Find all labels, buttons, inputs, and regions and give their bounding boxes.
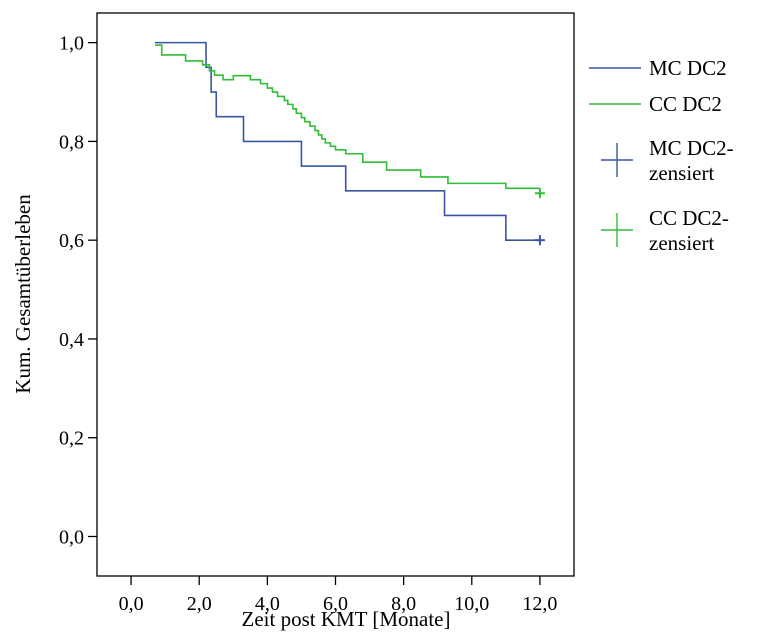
y-tick-label: 0,4 <box>59 329 84 351</box>
x-tick-label: 2,0 <box>187 593 212 615</box>
y-tick-label: 0,0 <box>59 526 84 548</box>
legend-item: CC DC2-zensiert <box>601 206 729 255</box>
y-tick-label: 0,8 <box>59 131 84 153</box>
censor-mark <box>534 235 545 246</box>
survival-curve-mc-dc2 <box>154 41 540 241</box>
censor-mark <box>534 188 545 199</box>
legend: MC DC2 CC DC2 MC DC2-zensiert CC DC2-zensie… <box>589 56 734 255</box>
legend-label: CC DC2 <box>649 92 722 116</box>
x-axis: 0,0 2,0 4,0 6,0 8,0 10,0 12,0 <box>119 576 557 615</box>
legend-censor-swatch <box>601 143 633 177</box>
x-tick-label: 10,0 <box>454 593 489 615</box>
x-axis-title: Zeit post KMT [Monate] <box>242 607 451 631</box>
legend-censor-swatch <box>601 213 633 247</box>
legend-item: MC DC2 <box>589 56 727 80</box>
x-tick-label: 8,0 <box>391 593 416 615</box>
y-tick-label: 1,0 <box>59 33 84 55</box>
y-axis: 0,0 0,2 0,4 0,6 0,8 1,0 <box>59 33 97 548</box>
x-tick-label: 12,0 <box>522 593 557 615</box>
legend-item: CC DC2 <box>589 92 722 116</box>
legend-label: CC DC2-zensiert <box>649 206 729 255</box>
series-layer <box>154 41 545 246</box>
y-axis-title: Kum. Gesamtüberleben <box>11 194 35 394</box>
x-tick-label: 4,0 <box>255 593 280 615</box>
y-tick-label: 0,2 <box>59 428 84 450</box>
legend-label: MC DC2-zensiert <box>649 136 734 185</box>
x-tick-label: 6,0 <box>323 593 348 615</box>
survival-curve-cc-dc2 <box>154 44 540 190</box>
x-tick-label: 0,0 <box>119 593 144 615</box>
legend-label: MC DC2 <box>649 56 727 80</box>
legend-item: MC DC2-zensiert <box>601 136 734 185</box>
y-tick-label: 0,6 <box>59 230 84 252</box>
plot-frame <box>96 12 575 577</box>
